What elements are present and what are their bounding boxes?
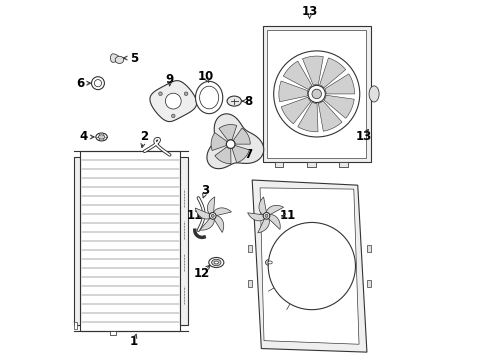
Bar: [180, 157, 188, 325]
Polygon shape: [259, 197, 267, 215]
Circle shape: [95, 80, 101, 87]
Text: 8: 8: [245, 95, 253, 108]
Polygon shape: [214, 215, 224, 233]
Text: 12: 12: [194, 267, 210, 280]
Polygon shape: [213, 208, 231, 216]
Circle shape: [226, 140, 235, 148]
Circle shape: [265, 215, 268, 217]
Polygon shape: [215, 147, 231, 164]
Text: 1: 1: [130, 335, 138, 348]
Polygon shape: [279, 81, 308, 102]
Polygon shape: [232, 145, 249, 163]
Bar: [263, 26, 370, 162]
Polygon shape: [247, 213, 265, 221]
Text: 10: 10: [197, 69, 214, 82]
Polygon shape: [260, 188, 359, 344]
Ellipse shape: [214, 261, 219, 264]
Polygon shape: [150, 81, 196, 122]
Polygon shape: [325, 74, 355, 94]
Bar: [74, 322, 77, 329]
Bar: [367, 280, 371, 287]
Circle shape: [184, 92, 188, 95]
Bar: [267, 30, 366, 158]
Circle shape: [263, 212, 270, 219]
Text: 11: 11: [280, 210, 296, 222]
Polygon shape: [200, 218, 214, 230]
Ellipse shape: [268, 261, 272, 264]
Polygon shape: [207, 114, 264, 169]
Circle shape: [172, 114, 175, 118]
Text: 7: 7: [245, 148, 253, 161]
Bar: [275, 162, 283, 167]
Polygon shape: [211, 132, 227, 150]
Polygon shape: [115, 56, 124, 63]
Polygon shape: [319, 58, 346, 88]
Circle shape: [268, 222, 355, 310]
Ellipse shape: [227, 96, 242, 106]
Text: 9: 9: [166, 73, 174, 86]
Bar: [307, 162, 316, 167]
Bar: [339, 162, 348, 167]
Ellipse shape: [196, 81, 223, 114]
Polygon shape: [252, 180, 367, 352]
Polygon shape: [318, 101, 342, 131]
Circle shape: [312, 89, 321, 99]
Ellipse shape: [369, 86, 379, 102]
Text: 13: 13: [301, 5, 318, 18]
Circle shape: [211, 215, 214, 217]
Polygon shape: [219, 125, 237, 140]
Polygon shape: [110, 54, 120, 62]
Ellipse shape: [263, 257, 278, 267]
Text: 5: 5: [130, 51, 138, 64]
Ellipse shape: [96, 133, 107, 141]
Bar: [110, 330, 116, 335]
Circle shape: [274, 51, 360, 137]
Text: 12: 12: [280, 267, 296, 280]
Text: 4: 4: [79, 130, 88, 144]
Circle shape: [209, 212, 216, 219]
Bar: [80, 151, 180, 330]
Polygon shape: [283, 61, 312, 90]
Polygon shape: [268, 215, 280, 229]
Ellipse shape: [209, 257, 224, 267]
Circle shape: [92, 77, 104, 90]
Ellipse shape: [212, 259, 221, 266]
Polygon shape: [298, 102, 318, 132]
Polygon shape: [207, 197, 215, 215]
Circle shape: [166, 93, 181, 109]
Bar: [367, 245, 371, 252]
Bar: [248, 280, 252, 287]
Polygon shape: [266, 205, 284, 215]
Text: 2: 2: [141, 130, 148, 144]
Bar: [248, 245, 252, 252]
Text: 3: 3: [201, 184, 210, 197]
Polygon shape: [233, 128, 250, 144]
Ellipse shape: [199, 86, 219, 109]
Polygon shape: [281, 97, 311, 124]
Bar: [74, 157, 80, 325]
Ellipse shape: [98, 135, 105, 139]
Polygon shape: [302, 56, 323, 85]
Ellipse shape: [266, 259, 275, 266]
Text: 13: 13: [355, 130, 371, 144]
Circle shape: [159, 92, 162, 95]
Text: 6: 6: [76, 77, 84, 90]
Polygon shape: [324, 95, 354, 118]
Polygon shape: [258, 218, 270, 233]
Text: 11: 11: [187, 210, 203, 222]
Circle shape: [308, 85, 325, 103]
Polygon shape: [196, 208, 211, 219]
